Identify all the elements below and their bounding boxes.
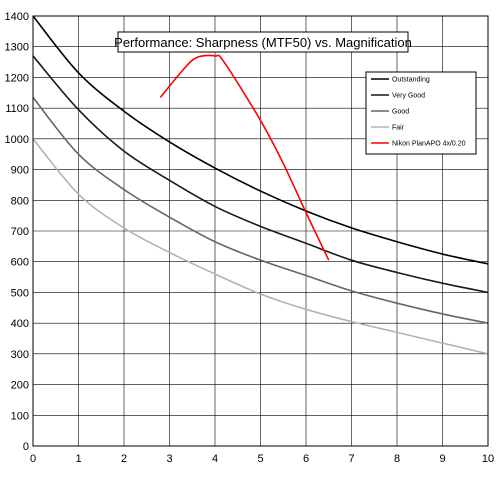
y-tick-label: 200: [11, 380, 29, 392]
y-tick-label: 1000: [5, 134, 29, 146]
x-tick-label: 5: [257, 453, 263, 465]
legend-label: Very Good: [392, 93, 425, 100]
series-line-0: [32, 15, 489, 265]
y-tick-label: 700: [11, 226, 29, 238]
x-tick-label: 6: [303, 453, 309, 465]
legend-items: Outstanding Very Good Good Fair Nikon PlanAP…: [371, 77, 466, 148]
y-tick-label: 1200: [5, 72, 29, 84]
y-tick-label: 300: [11, 349, 29, 361]
x-tick-label: 0: [30, 453, 36, 465]
series-line-1: [32, 55, 489, 294]
y-tick-label: 800: [11, 195, 29, 207]
legend: Outstanding Very Good Good Fair Nikon PlanAP…: [365, 71, 477, 155]
legend-label: Fair: [392, 125, 405, 132]
x-tick-label: 1: [75, 453, 81, 465]
chart-title: Performance: Sharpness (MTF50) vs. Magni…: [114, 35, 412, 50]
legend-label: Nikon PlanAPO 4x/0.20: [392, 141, 466, 148]
x-tick-label: 7: [348, 453, 354, 465]
y-tick-label: 1400: [5, 11, 29, 23]
series-line-4: [159, 54, 330, 261]
legend-label: Good: [392, 109, 409, 116]
y-tick-label: 1300: [5, 42, 29, 54]
x-tick-label: 10: [482, 453, 494, 465]
y-axis-ticks: 0 100 200 300 400 500 600 700 800 900 1000 1100 1200…: [5, 11, 29, 453]
x-axis-ticks: 0 1 2 3 4 5 6 7 8 9 10: [30, 453, 494, 465]
y-tick-label: 900: [11, 165, 29, 177]
x-tick-label: 8: [394, 453, 400, 465]
x-tick-label: 3: [166, 453, 172, 465]
y-tick-label: 100: [11, 410, 29, 422]
y-tick-label: 500: [11, 287, 29, 299]
title-frame: [117, 31, 409, 53]
legend-label: Outstanding: [392, 77, 430, 84]
legend-frame: [365, 71, 477, 155]
plot-border: [32, 15, 489, 447]
y-tick-label: 400: [11, 318, 29, 330]
chart-title-box: Performance: Sharpness (MTF50) vs. Magni…: [114, 31, 412, 53]
series-line-3: [32, 138, 489, 355]
x-tick-label: 4: [212, 453, 218, 465]
x-tick-label: 2: [121, 453, 127, 465]
series-lines: [32, 15, 489, 355]
y-tick-label: 600: [11, 257, 29, 269]
y-tick-label: 1100: [5, 103, 29, 115]
x-tick-label: 9: [439, 453, 445, 465]
y-tick-label: 0: [23, 441, 29, 453]
series-line-2: [32, 96, 489, 324]
